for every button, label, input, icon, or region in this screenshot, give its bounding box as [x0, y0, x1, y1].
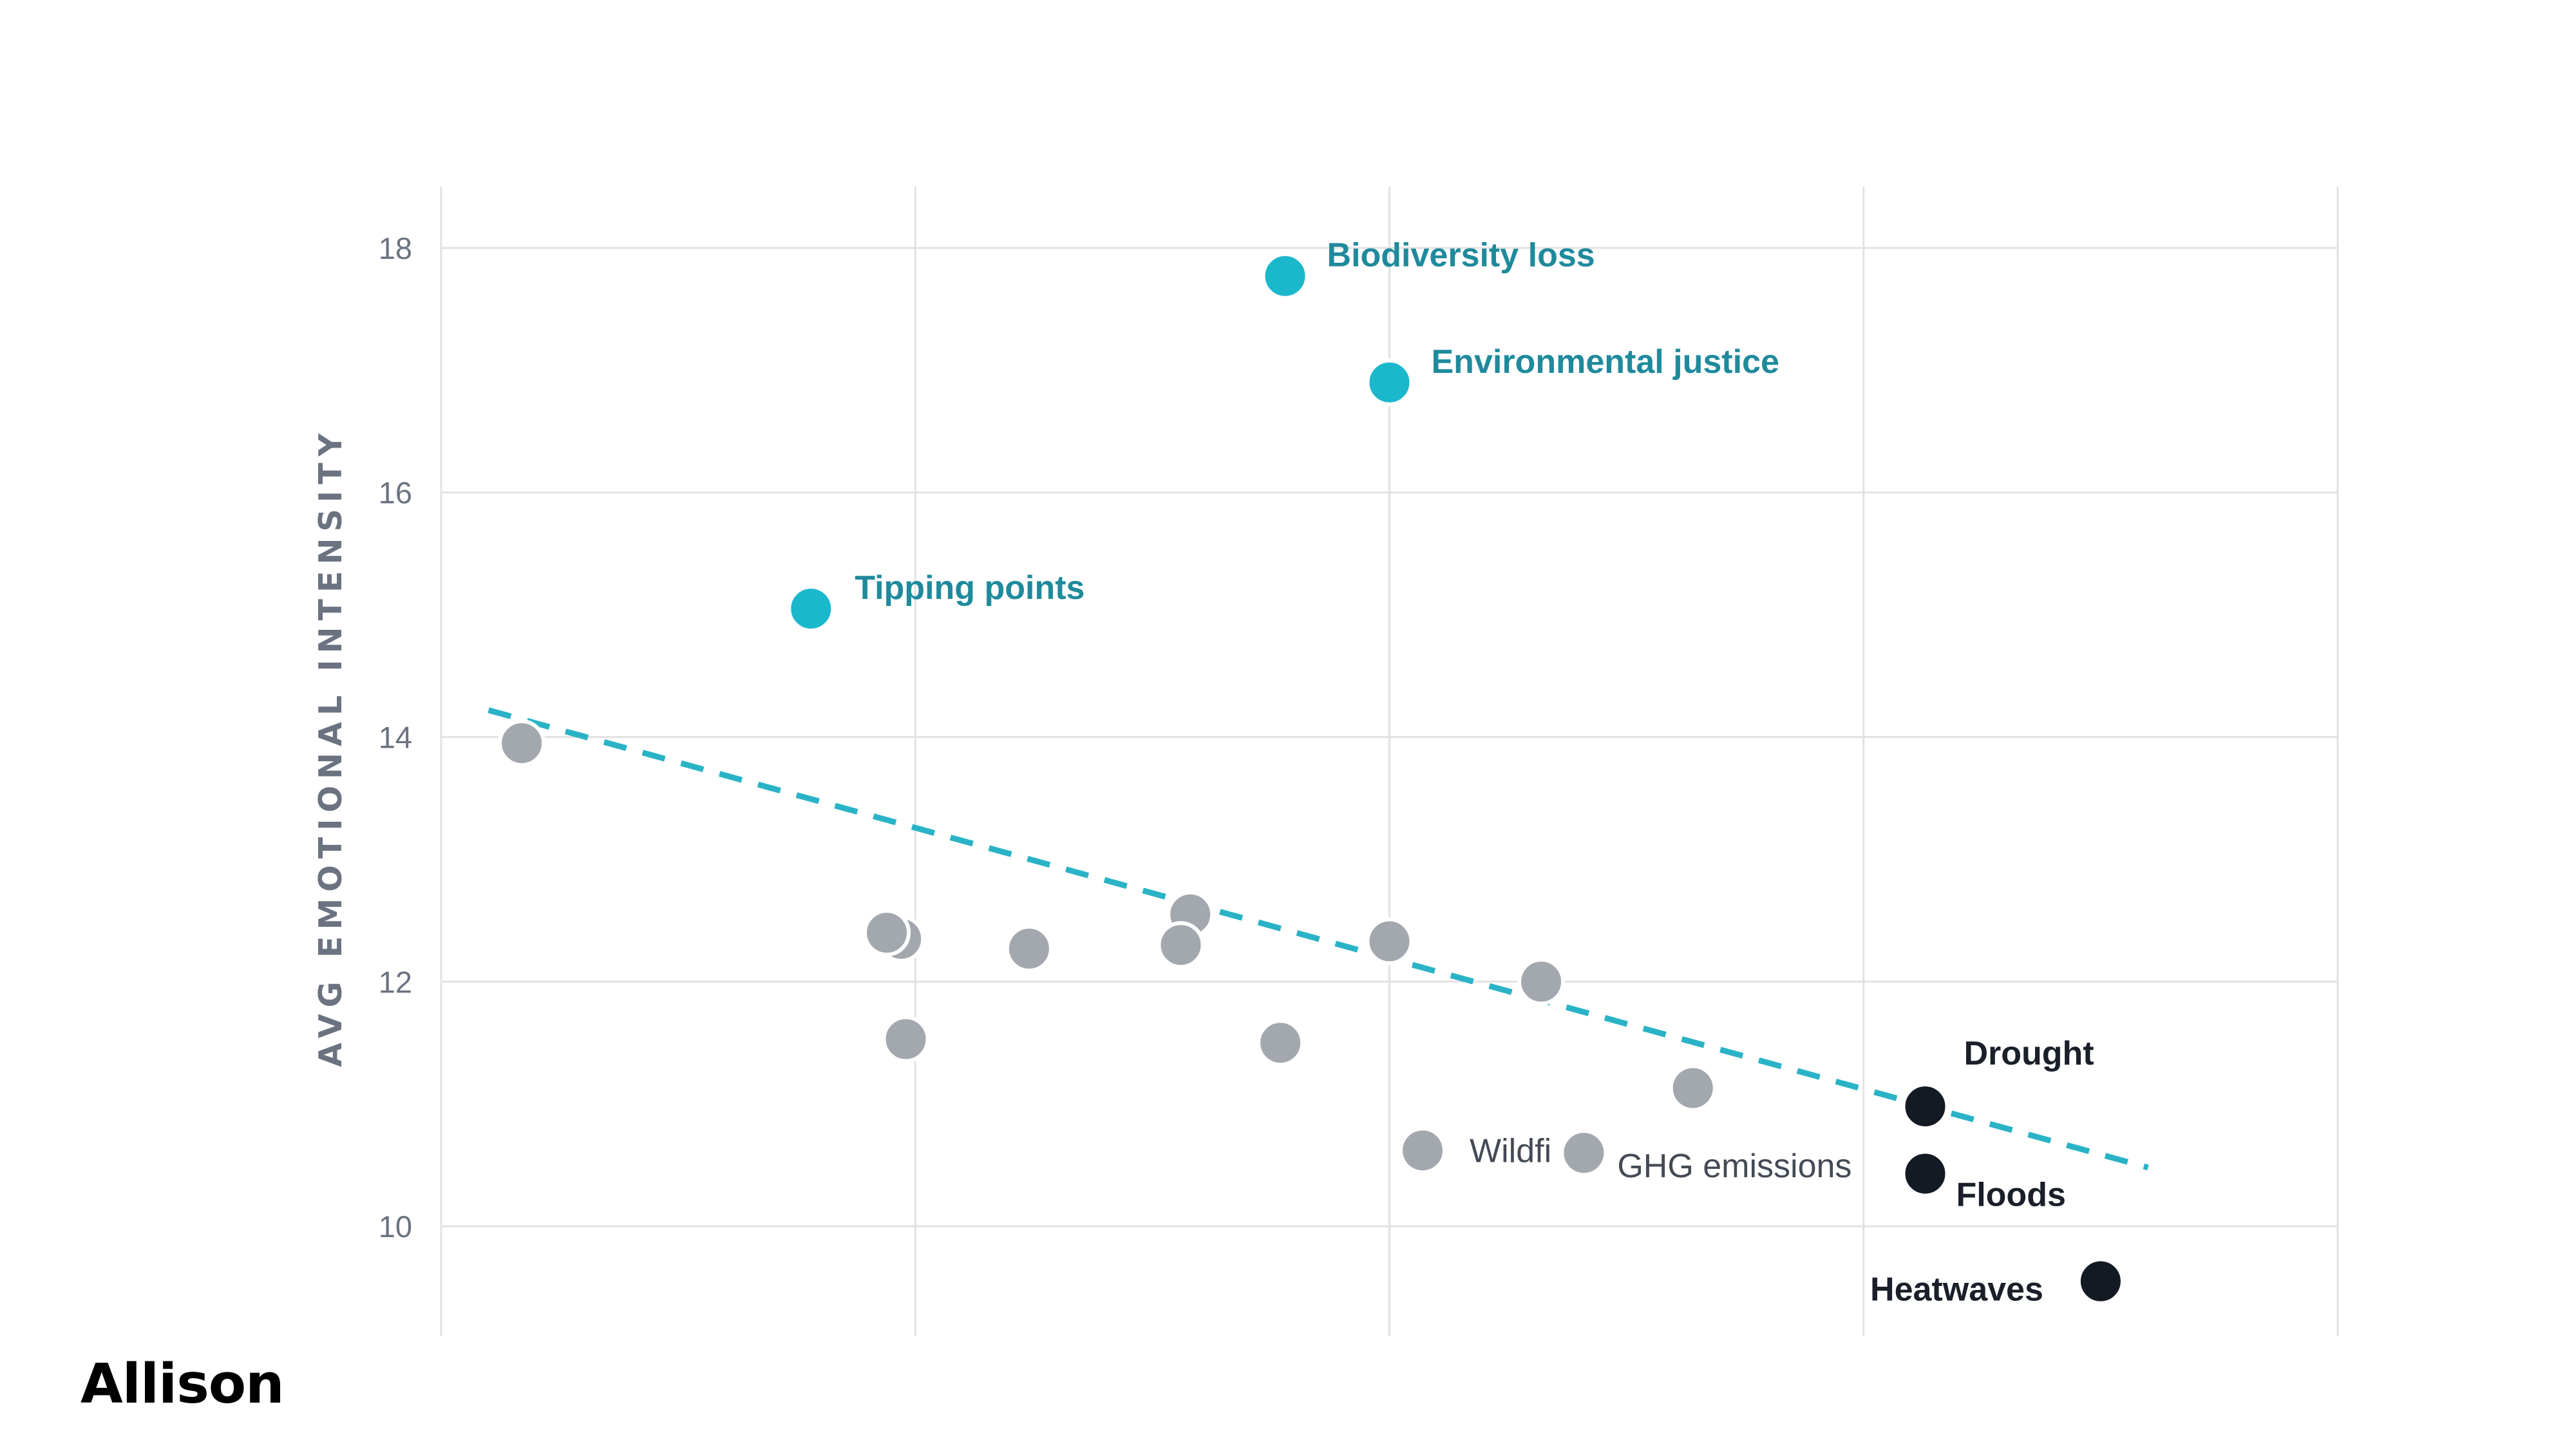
y-axis-ticks: 10 12 14 16 18 — [379, 231, 412, 1244]
point-label-tipping-points: Tipping points — [855, 569, 1084, 607]
y-axis-label: AVG EMOTIONAL INTENSITY — [312, 427, 349, 1067]
trend-line-group — [488, 707, 2149, 1171]
point-label-drought: Drought — [1964, 1035, 2094, 1072]
data-point-floods — [1901, 1150, 1949, 1198]
data-point-heatwaves — [2076, 1257, 2125, 1305]
point-label-floods: Floods — [1956, 1176, 2065, 1213]
data-point-wildfi — [1399, 1126, 1447, 1175]
point-label-biodiversity-loss: Biodiversity loss — [1327, 237, 1595, 274]
data-point-10 — [1256, 1019, 1305, 1067]
data-point-9 — [1157, 921, 1205, 969]
data-point-6 — [882, 1015, 930, 1063]
point-label-heatwaves: Heatwaves — [1870, 1271, 2043, 1309]
y-tick-label-14: 14 — [379, 721, 412, 755]
y-tick-label-18: 18 — [379, 231, 412, 265]
data-point-11 — [1365, 917, 1414, 965]
point-label-ghg-emissions: GHG emissions — [1617, 1148, 1852, 1185]
point-label-environmental-justice: Environmental justice — [1432, 343, 1779, 381]
point-label-wildfi: Wildfi — [1470, 1132, 1551, 1170]
data-point-tipping-points — [787, 585, 835, 633]
point-labels: Tipping points Biodiversity loss Environme… — [855, 237, 2094, 1309]
trend-line — [488, 707, 2149, 1171]
data-point-7 — [1005, 925, 1053, 973]
data-point-5 — [863, 909, 911, 957]
data-point-drought — [1901, 1083, 1949, 1130]
data-point-biodiversity-loss — [1261, 252, 1309, 300]
y-tick-label-12: 12 — [379, 965, 412, 999]
data-point-13 — [1669, 1064, 1717, 1112]
y-tick-label-10: 10 — [379, 1209, 412, 1244]
data-point-12 — [1517, 958, 1566, 1006]
data-point-ghg-emissions — [1560, 1129, 1608, 1177]
data-point-0 — [498, 719, 546, 768]
y-tick-label-16: 16 — [379, 476, 412, 510]
brand-logo: Allison — [80, 1352, 285, 1416]
data-point-environmental-justice — [1365, 358, 1414, 406]
data-points — [498, 252, 2125, 1305]
